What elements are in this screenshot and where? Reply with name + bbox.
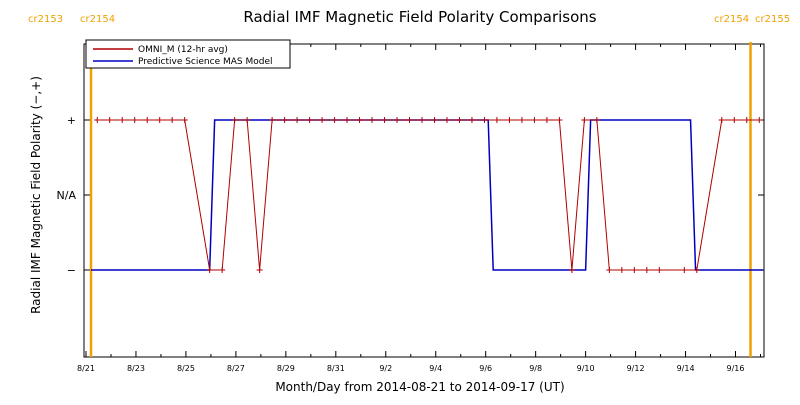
x-tick-label: 8/29 [277, 364, 295, 373]
x-tick-label: 9/4 [429, 364, 442, 373]
chart-title: Radial IMF Magnetic Field Polarity Compa… [243, 8, 596, 26]
x-tick-label: 9/2 [379, 364, 392, 373]
carrington-label-left-1: cr2153 [28, 14, 63, 25]
x-tick-label: 8/27 [227, 364, 245, 373]
x-tick-label: 9/14 [677, 364, 695, 373]
x-tick-label: 8/31 [327, 364, 345, 373]
x-tick-label: 9/8 [529, 364, 542, 373]
x-tick-label: 9/12 [627, 364, 645, 373]
x-tick-label: 9/16 [727, 364, 745, 373]
legend-label-omni: OMNI_M (12-hr avg) [138, 45, 228, 55]
plot-layer: + N/A − 8/21 8/23 8/25 8/27 8/29 8/31 9/2 9/4 9/6 9/… [57, 42, 765, 373]
y-tick-label: + [67, 114, 76, 127]
y-tick-label: − [67, 264, 76, 277]
x-tick-label: 9/10 [577, 364, 595, 373]
legend-label-mas: Predictive Science MAS Model [138, 57, 273, 67]
plot-frame [83, 43, 765, 358]
legend: OMNI_M (12-hr avg) Predictive Science MA… [85, 39, 291, 69]
x-axis-label: Month/Day from 2014-08-21 to 2014-09-17 … [275, 380, 564, 394]
y-tick-label: N/A [57, 189, 77, 202]
series-line-omni [97, 119, 760, 271]
carrington-label-right-2: cr2155 [755, 14, 790, 25]
x-tick-label: 8/25 [177, 364, 195, 373]
x-tick-label: 9/6 [479, 364, 492, 373]
x-tick-label: 8/23 [127, 364, 145, 373]
carrington-label-right-1: cr2154 [714, 14, 749, 25]
legend-box [85, 39, 291, 69]
series-line-mas [91, 119, 763, 271]
x-tick-label: 8/21 [77, 364, 95, 373]
carrington-label-left-2: cr2154 [80, 14, 115, 25]
y-axis-label: Radial IMF Magnetic Field Polarity (−,+) [29, 76, 43, 314]
